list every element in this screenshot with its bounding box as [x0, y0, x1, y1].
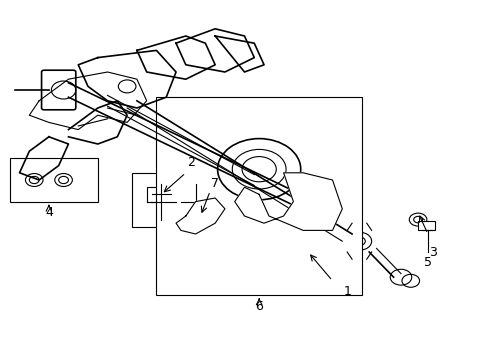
Bar	[146, 187, 176, 202]
Text: 2: 2	[186, 156, 194, 168]
FancyBboxPatch shape	[41, 70, 76, 110]
Bar	[181, 187, 210, 202]
Text: 3: 3	[428, 246, 436, 258]
Polygon shape	[176, 198, 224, 234]
Text: 5: 5	[423, 256, 431, 269]
Bar	[417, 221, 434, 230]
Bar	[10, 158, 98, 202]
Polygon shape	[234, 173, 342, 230]
Bar	[156, 97, 361, 295]
Text: 7: 7	[211, 177, 219, 190]
Text: 1: 1	[343, 285, 350, 298]
Bar	[132, 173, 220, 227]
Text: 6: 6	[255, 300, 263, 312]
Text: 4: 4	[45, 206, 53, 219]
